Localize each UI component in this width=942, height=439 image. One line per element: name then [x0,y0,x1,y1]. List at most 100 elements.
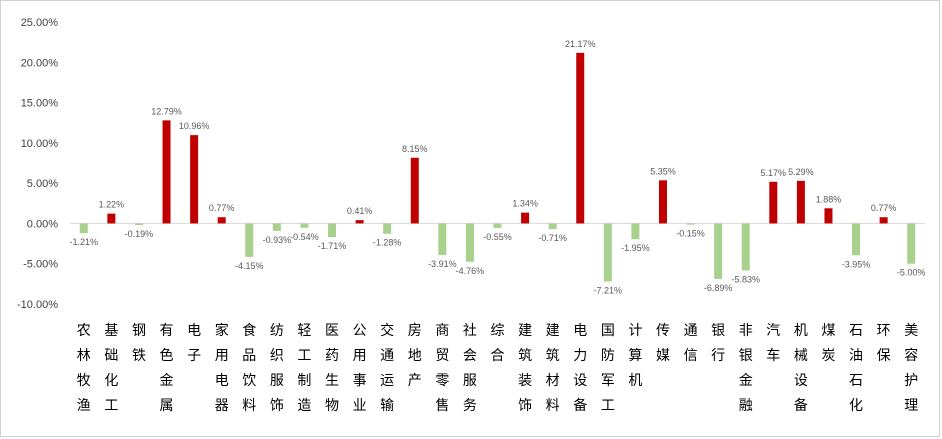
category-label-char: 饰 [270,398,284,414]
bar [603,223,612,282]
category-label-char: 农 [77,323,91,339]
category-label-char: 备 [794,397,808,414]
bar [300,223,309,228]
category-label-char: 交 [380,322,394,339]
category-label-char: 力 [573,348,587,364]
data-label: -3.95% [842,259,871,269]
category-label-char: 化 [104,373,118,389]
bar [686,223,695,225]
category-label: 食品饮料 [242,322,256,414]
bar [521,212,530,224]
category-label-char: 轻 [297,323,311,339]
category-label-char: 媒 [656,348,670,364]
category-labels: 农林牧渔基础化工钢铁有色金属电子家用电器食品饮料纺织服饰轻工制造医药生物公用事业… [77,322,918,414]
category-label-char: 综 [491,323,505,339]
category-label: 钢铁 [132,323,146,364]
category-label: 综合 [491,323,505,364]
category-label-char: 防 [601,348,615,364]
data-label: 5.17% [761,168,787,178]
category-label: 交通运输 [380,322,394,414]
category-label-char: 融 [739,398,753,414]
category-label-char: 护 [904,373,918,389]
category-label-char: 会 [463,348,477,364]
data-label: -0.19% [125,229,154,239]
category-label: 石油石化 [849,323,863,414]
category-label-char: 基 [104,322,118,339]
category-label-char: 地 [408,348,422,364]
data-label: 1.34% [512,199,538,209]
category-label-char: 贸 [435,348,449,364]
category-label-char: 造 [297,398,311,414]
category-label-char: 设 [794,373,808,389]
data-labels: -1.21% 1.22% -0.19% 12.79% 10.96% 0.77% -4.15%… [70,39,926,296]
category-label-char: 饮 [242,373,256,389]
category-label: 基础化工 [104,322,118,414]
category-label-char: 容 [904,347,918,364]
category-label-char: 通 [684,323,698,339]
y-tick-label: -5.00% [23,259,58,271]
category-label-char: 工 [104,398,118,414]
category-label-char: 纺 [270,323,284,339]
y-tick-label: 0.00% [27,218,58,230]
category-label-char: 铁 [132,348,146,364]
category-label-char: 服 [463,373,477,389]
bar [79,223,88,234]
data-label: 0.77% [209,203,235,213]
category-label: 社会服务 [463,323,477,414]
category-label-char: 渔 [77,398,91,414]
category-label: 公用事业 [353,323,367,414]
data-label: -4.15% [235,261,264,271]
bar [741,223,750,271]
category-label: 医药生物 [325,323,339,414]
bar [548,223,557,230]
category-label-char: 通 [380,348,394,364]
category-label-char: 工 [297,348,311,364]
category-label-char: 物 [325,398,339,414]
category-label-char: 车 [766,347,780,364]
category-label-char: 汽 [766,323,780,339]
category-label-char: 设 [573,373,587,389]
category-label-char: 料 [242,398,256,414]
category-label-char: 食 [242,322,256,339]
data-label: -1.21% [70,237,99,247]
category-label: 环保 [877,323,891,364]
bar [438,223,447,255]
category-label-char: 社 [463,323,477,339]
category-label-char: 用 [215,348,229,364]
bar [134,223,143,225]
category-label: 计算机 [628,323,642,389]
category-label-char: 备 [573,397,587,414]
data-label: -0.55% [483,232,512,242]
category-label-char: 金 [739,373,753,389]
category-label-char: 运 [380,373,394,389]
category-label-char: 售 [435,398,449,414]
bar [190,135,199,224]
data-label: -1.71% [318,241,347,251]
data-label: 21.17% [565,39,596,49]
category-label-char: 环 [877,323,891,339]
category-label-char: 房 [408,323,422,339]
bar [493,223,502,228]
bar [383,223,392,234]
category-label: 轻工制造 [297,323,311,414]
category-label: 美容护理 [904,323,918,414]
category-label-char: 公 [353,323,367,339]
category-label: 农林牧渔 [77,323,91,414]
bar [107,213,116,224]
category-label-char: 炭 [821,348,835,364]
data-label: -4.76% [456,266,485,276]
data-label: -3.91% [428,259,457,269]
data-label: -0.71% [538,233,567,243]
bar [245,223,254,257]
bar [879,217,888,224]
category-label-char: 建 [546,323,560,339]
category-label: 非银金融 [739,323,753,414]
category-label-char: 石 [849,373,863,389]
category-label-char: 机 [794,323,808,339]
category-label-char: 用 [353,348,367,364]
category-label: 电子 [187,323,201,364]
category-label-char: 务 [463,398,477,414]
bar [658,180,667,224]
category-label-char: 算 [628,348,642,364]
